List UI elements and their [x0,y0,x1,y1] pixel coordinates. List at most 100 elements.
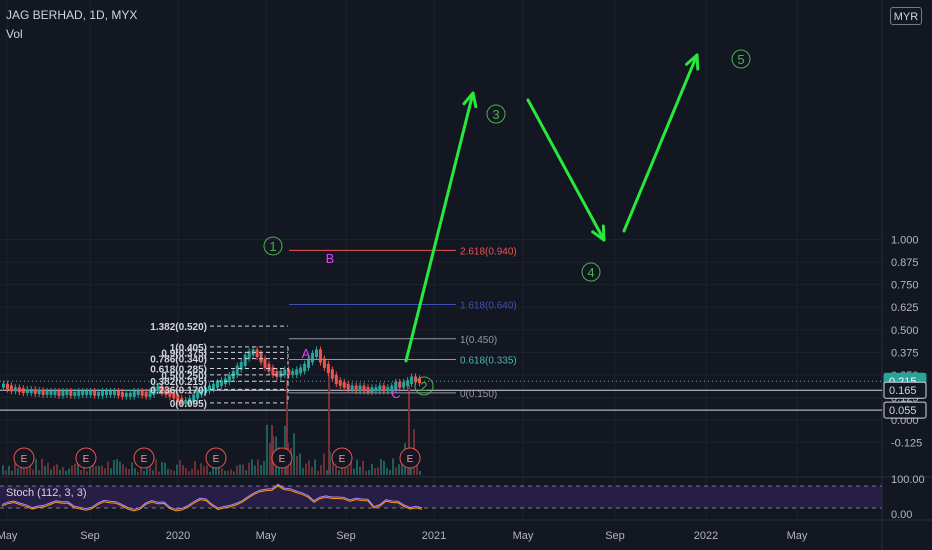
fib-right-label: 2.618(0.940) [460,246,517,257]
earnings-marker [205,447,227,469]
volume-bar [224,470,226,475]
candle [402,381,406,388]
volume-bar [179,460,181,475]
candle [49,390,53,395]
candle [89,390,93,395]
volume-bar [353,468,355,475]
candle [295,369,299,376]
volume-bar [293,433,295,475]
volume-bar [35,458,37,475]
volume-bar [155,459,157,475]
candle [21,388,25,394]
candle [326,363,330,374]
volume-bar [107,461,109,475]
volume-bar [95,465,97,475]
currency-button[interactable]: MYR [890,7,922,25]
candle [41,390,45,395]
volume-bar [344,464,346,475]
volume-bar [380,459,382,475]
earnings-marker [13,447,35,469]
wave-label-circle [581,262,601,282]
volume-bar [377,467,379,475]
volume-bar [206,465,208,475]
candle [239,362,243,370]
wave-label: 3 [492,107,499,122]
x-tick-label: May [513,530,534,542]
candle [370,387,374,393]
volume-bar [167,468,169,475]
volume-label[interactable]: Vol [6,27,23,41]
y-tick-label: -0.125 [891,438,922,450]
fib-right-label: 1.618(0.640) [460,300,517,311]
volume-bar [260,465,262,475]
candle [358,385,362,392]
candle [17,387,21,393]
candle [255,349,259,358]
candle [37,390,41,395]
candle [346,383,350,390]
volume-bar [32,469,34,475]
volume-bar [80,470,82,475]
volume-bar [203,466,205,475]
y-tick-label: 0.500 [891,325,919,337]
candle [354,385,358,392]
volume-bar [38,470,40,475]
candle [291,371,295,376]
volume-bar [389,470,391,475]
fib-left-label: 0.786(0.340) [150,355,207,366]
volume-bar [146,465,148,475]
volume-bar [137,471,139,475]
fib-right-label: 0.618(0.335) [460,356,517,367]
volume-bar [362,460,364,475]
fib-left-label: 0.382(0.215) [150,377,207,388]
volume-bar [17,468,19,475]
fib-right-label: 0(0.150) [460,389,497,400]
abc-wave-label: C [391,386,400,401]
price-badge-label: 0.055 [889,405,917,417]
candle [374,387,378,392]
earnings-marker-label: E [83,454,90,465]
volume-bar [89,462,91,475]
volume-bar [65,470,67,475]
candle [180,398,184,404]
volume-bar [218,461,220,475]
volume-bar [149,463,151,475]
earnings-marker-label: E [407,454,414,465]
volume-bar [215,467,217,475]
volume-bar [419,470,421,475]
volume-bar [77,461,79,475]
volume-bar [11,470,13,475]
volume-bar [386,468,388,475]
candle [322,358,326,368]
candle [263,358,267,368]
volume-bar [110,468,112,475]
candle [69,390,73,396]
candle [406,380,410,386]
volume-bar [122,464,124,475]
volume-bar [230,469,232,475]
candle [267,363,271,372]
volume-bar [374,468,376,475]
symbol-title[interactable]: JAG BERHAD, 1D, MYX [6,8,138,22]
volume-bar [383,460,385,475]
volume-bar [326,470,328,475]
volume-bar [50,469,52,475]
volume-bar [56,464,58,475]
candle [124,392,128,397]
candle [418,378,421,384]
volume-bar [131,462,133,475]
candle [105,390,109,395]
candle [144,391,148,397]
candle [148,390,152,397]
volume-bar [263,460,265,475]
volume-bar [266,424,268,475]
earnings-marker [331,447,353,469]
fib-left-label: 1.382(0.520) [150,322,207,333]
earnings-marker-label: E [21,454,28,465]
candle [366,387,370,393]
volume-spike [271,425,273,475]
price-badge-label: 0.165 [889,385,917,397]
price-badge [883,381,927,399]
candle [116,390,120,396]
